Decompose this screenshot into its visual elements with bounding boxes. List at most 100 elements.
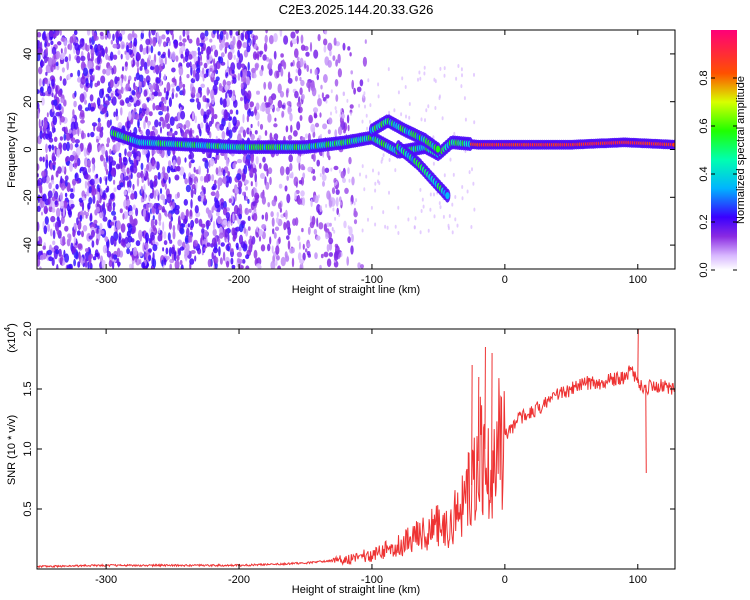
heatmap-cell [151, 94, 155, 99]
heatmap-cell [325, 203, 328, 208]
heatmap-cell [81, 130, 85, 140]
heatmap-cell [135, 207, 139, 217]
heatmap-cell [85, 214, 88, 219]
heatmap-cell [172, 230, 176, 240]
heatmap-cell [171, 77, 176, 83]
heatmap-cell [141, 177, 145, 183]
heatmap-cell [120, 53, 123, 60]
heatmap-cell [363, 91, 366, 96]
heatmap-cell [64, 46, 67, 55]
heatmap-cell [126, 167, 130, 174]
heatmap-cell [308, 114, 313, 124]
heatmap-cell [267, 243, 271, 252]
heatmap-cell [277, 100, 283, 109]
x-tick-label: 100 [629, 574, 647, 586]
heatmap-cell [173, 251, 177, 262]
heatmap-cell [301, 262, 304, 269]
heatmap-cell [256, 263, 261, 268]
heatmap-cell [96, 138, 99, 143]
heatmap-cell [291, 171, 294, 179]
heatmap-cell [117, 89, 123, 94]
heatmap-cell [164, 183, 167, 190]
heatmap-cell [267, 167, 273, 175]
heatmap-cell [242, 191, 247, 196]
heatmap-cell [305, 248, 308, 253]
heatmap-cell [154, 219, 158, 226]
heatmap-cell [240, 82, 244, 90]
heatmap-cell [161, 102, 165, 112]
heatmap-cell [247, 90, 252, 100]
heatmap-cell [299, 258, 305, 264]
heatmap-cell [265, 30, 268, 34]
heatmap-cell [89, 79, 93, 89]
heatmap-cell [93, 32, 97, 42]
heatmap-cell [58, 248, 62, 258]
heatmap-cell [85, 248, 89, 253]
heatmap-cell [57, 166, 62, 174]
heatmap-cell [53, 62, 56, 70]
heatmap-cell [182, 83, 186, 89]
heatmap-cell [158, 212, 162, 222]
heatmap-cell [169, 193, 172, 199]
heatmap-cell [214, 63, 218, 73]
heatmap-cell [217, 179, 221, 186]
heatmap-cell [452, 172, 455, 177]
heatmap-cell [246, 30, 252, 35]
heatmap-cell [79, 38, 85, 48]
heatmap-cell [330, 89, 333, 94]
heatmap-cell [188, 38, 193, 44]
heatmap-cell [309, 68, 313, 74]
heatmap-cell [61, 215, 65, 225]
heatmap-cell [109, 161, 113, 171]
heatmap-cell [262, 156, 266, 163]
heatmap-cell [122, 241, 127, 248]
heatmap-cell [153, 90, 159, 97]
heatmap-cell [334, 79, 339, 87]
heatmap-cell [346, 114, 350, 124]
heatmap-cell [129, 263, 132, 269]
heatmap-cell [313, 113, 318, 119]
heatmap-cell [46, 249, 53, 256]
heatmap-cell [156, 31, 159, 42]
heatmap-cell [176, 254, 180, 261]
heatmap-cell [209, 102, 213, 112]
heatmap-cell [441, 116, 444, 121]
spectrogram-x-label: Height of straight line (km) [292, 284, 420, 296]
heatmap-cell [179, 260, 183, 265]
heatmap-cell [203, 73, 207, 79]
heatmap-cell [108, 202, 112, 213]
heatmap-cell [250, 123, 253, 129]
heatmap-cell [149, 85, 154, 93]
heatmap-cell [71, 246, 77, 254]
heatmap-cell [99, 210, 104, 219]
heatmap-cell [347, 46, 351, 51]
heatmap-cell [461, 185, 464, 189]
heatmap-cell [188, 161, 192, 169]
heatmap-cell [245, 265, 250, 269]
heatmap-cell [211, 207, 214, 214]
heatmap-cell [196, 101, 201, 110]
heatmap-cell [179, 227, 185, 235]
y-tick-label: 0 [22, 146, 34, 152]
heatmap-cell [286, 235, 290, 241]
heatmap-cell [109, 221, 115, 226]
heatmap-cell [295, 68, 298, 73]
heatmap-cell [203, 229, 208, 239]
heatmap-cell [154, 65, 157, 72]
heatmap-cell [374, 181, 377, 186]
heatmap-cell [297, 235, 301, 242]
heatmap-cell [101, 145, 106, 155]
heatmap-cell [207, 258, 212, 268]
heatmap-cell [96, 97, 101, 107]
heatmap-cell [166, 81, 171, 92]
heatmap-cell [248, 33, 251, 44]
heatmap-cell [422, 204, 425, 209]
heatmap-cell [211, 174, 215, 182]
colorbar-tick-label: 0.4 [698, 166, 710, 181]
heatmap-cell [355, 198, 358, 203]
heatmap-cell [216, 123, 221, 131]
heatmap-cell [158, 35, 162, 45]
heatmap-cell [245, 186, 249, 191]
heatmap-cell [54, 200, 58, 206]
heatmap-cell [337, 68, 342, 78]
